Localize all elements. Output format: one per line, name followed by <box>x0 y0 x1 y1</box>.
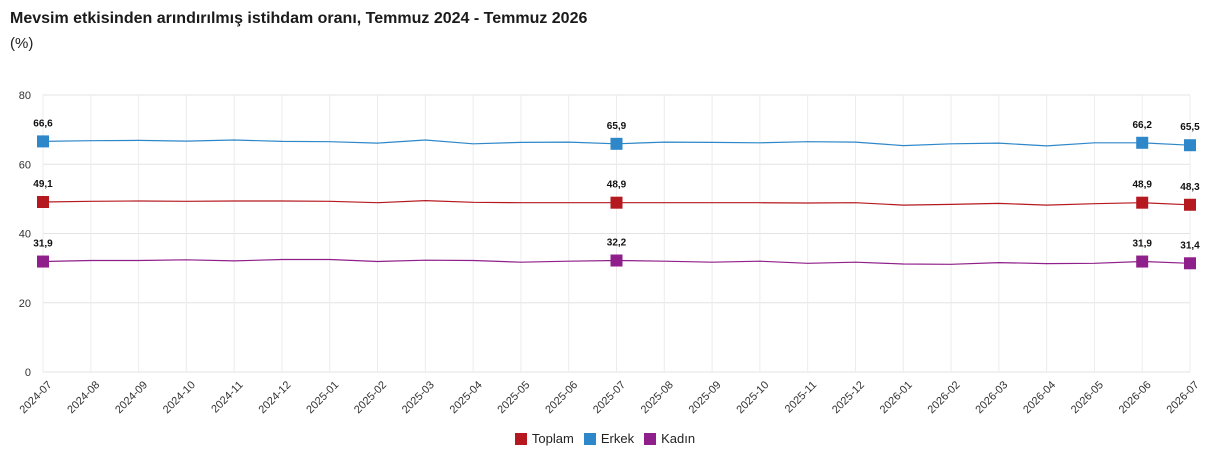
y-tick-label: 0 <box>25 367 31 379</box>
x-tick-label: 2025-02 <box>352 379 389 416</box>
data-point-marker <box>1184 198 1196 211</box>
data-label: 31,9 <box>33 239 53 250</box>
x-tick-label: 2025-07 <box>591 379 628 416</box>
x-tick-label: 2025-04 <box>448 379 485 416</box>
legend-label: Erkek <box>600 431 635 446</box>
data-label: 48,9 <box>607 180 627 191</box>
legend-label: Toplam <box>531 431 574 446</box>
legend-label: Kadın <box>661 431 696 446</box>
chart-subtitle: (%) <box>10 35 34 52</box>
x-tick-label: 2025-06 <box>543 379 580 416</box>
x-tick-label: 2026-02 <box>926 379 963 416</box>
x-tick-label: 2025-12 <box>830 379 867 416</box>
x-tick-label: 2024-12 <box>256 379 293 416</box>
x-tick-label: 2026-06 <box>1117 379 1154 416</box>
x-tick-label: 2026-03 <box>973 379 1010 416</box>
data-point-marker <box>37 135 49 148</box>
y-tick-label: 20 <box>19 298 31 310</box>
x-tick-label: 2026-04 <box>1021 379 1058 416</box>
data-label: 66,6 <box>33 118 53 129</box>
x-tick-label: 2024-09 <box>113 379 150 416</box>
data-label: 31,4 <box>1180 240 1200 251</box>
data-point-marker <box>610 196 623 209</box>
data-label: 48,3 <box>1180 182 1200 193</box>
y-tick-label: 80 <box>19 90 31 102</box>
data-point-marker <box>1184 139 1196 152</box>
y-tick-label: 40 <box>19 229 31 241</box>
x-tick-label: 2024-08 <box>65 379 102 416</box>
x-tick-label: 2024-10 <box>161 379 198 416</box>
legend-item[interactable]: Toplam <box>514 431 574 446</box>
legend-swatch <box>644 432 657 445</box>
x-tick-label: 2025-08 <box>639 379 676 416</box>
data-label: 65,5 <box>1180 122 1200 133</box>
data-label: 65,9 <box>607 121 627 132</box>
legend: Toplam Erkek Kadın <box>0 431 1210 446</box>
data-label: 49,1 <box>33 179 53 190</box>
x-tick-label: 2025-03 <box>400 379 437 416</box>
data-point-marker <box>1136 136 1149 149</box>
legend-item[interactable]: Kadın <box>644 431 695 446</box>
x-tick-label: 2025-10 <box>734 379 771 416</box>
x-tick-label: 2024-11 <box>209 379 245 415</box>
x-tick-label: 2025-11 <box>783 379 819 415</box>
legend-swatch <box>583 432 596 445</box>
data-point-marker <box>1136 196 1149 209</box>
legend-item[interactable]: Erkek <box>583 431 635 446</box>
legend-swatch <box>514 432 527 445</box>
x-tick-label: 2025-05 <box>495 379 532 416</box>
data-label: 32,2 <box>607 238 627 249</box>
x-tick-label: 2026-05 <box>1069 379 1106 416</box>
data-label: 31,9 <box>1132 239 1152 250</box>
data-label: 48,9 <box>1132 180 1152 191</box>
chart-title: Mevsim etkisinden arındırılmış istihdam … <box>10 10 588 27</box>
x-tick-label: 2026-07 <box>1165 379 1202 416</box>
x-tick-label: 2025-01 <box>304 379 341 416</box>
y-tick-label: 60 <box>19 159 31 171</box>
data-point-marker <box>1184 257 1196 270</box>
data-point-marker <box>37 255 49 268</box>
x-tick-label: 2025-09 <box>687 379 724 416</box>
data-point-marker <box>37 195 49 208</box>
x-tick-label: 2024-07 <box>18 379 55 416</box>
data-label: 66,2 <box>1132 120 1152 131</box>
data-point-marker <box>610 254 623 267</box>
data-point-marker <box>1136 255 1149 268</box>
x-tick-label: 2026-01 <box>878 379 915 416</box>
data-point-marker <box>610 137 623 150</box>
